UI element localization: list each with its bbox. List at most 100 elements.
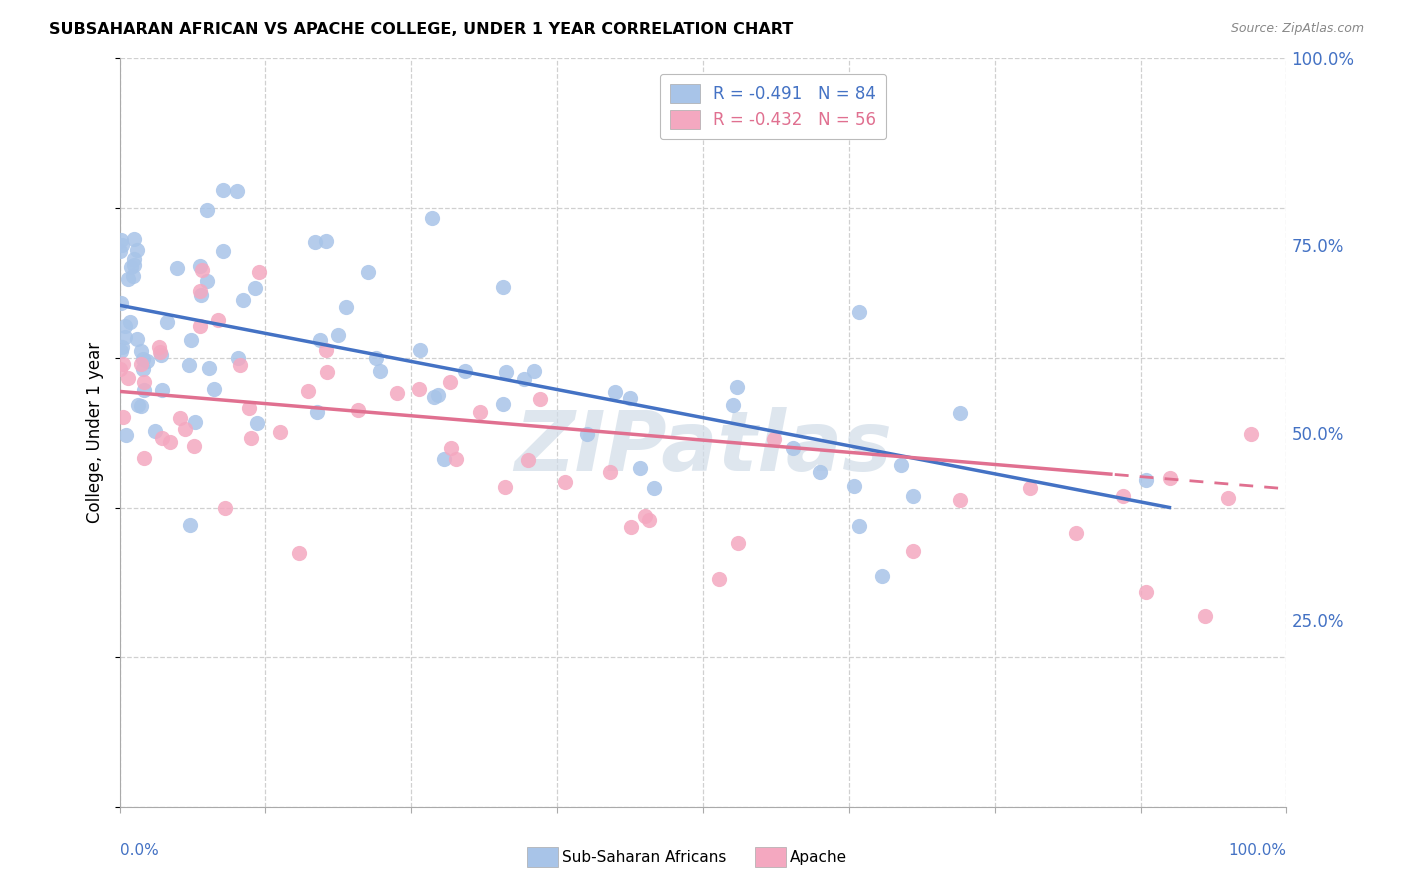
Point [356, 265, 378, 279]
Point [145, 424, 167, 438]
Point [364, 351, 387, 366]
Point [603, 385, 626, 400]
Point [127, 399, 149, 413]
Point [1135, 585, 1157, 599]
Point [1194, 609, 1216, 624]
Point [619, 392, 641, 406]
Point [131, 343, 153, 358]
Point [512, 371, 534, 385]
Point [529, 392, 551, 406]
Point [121, 268, 143, 283]
Point [335, 300, 357, 314]
Point [132, 375, 155, 389]
Point [114, 319, 136, 334]
Text: ZIPatlas: ZIPatlas [515, 407, 891, 488]
Point [122, 258, 145, 272]
Point [169, 411, 191, 425]
Point [188, 285, 211, 299]
Point [132, 451, 155, 466]
Point [1018, 481, 1040, 495]
Point [842, 479, 865, 493]
Point [870, 569, 893, 583]
Point [440, 442, 463, 456]
Point [150, 383, 173, 397]
Point [782, 442, 804, 456]
Point [304, 235, 326, 249]
Point [122, 252, 145, 266]
Point [468, 405, 491, 419]
Point [111, 410, 134, 425]
Point [1159, 471, 1181, 485]
Point [228, 351, 250, 366]
Point [1066, 526, 1088, 541]
Point [901, 544, 924, 558]
Point [202, 382, 225, 396]
Point [110, 233, 132, 247]
Point [180, 333, 202, 347]
Point [423, 390, 446, 404]
Point [131, 399, 153, 413]
Point [246, 416, 269, 430]
Point [239, 431, 262, 445]
Point [132, 352, 155, 367]
Point [148, 340, 170, 354]
Point [226, 185, 249, 199]
Point [197, 202, 219, 217]
Point [495, 366, 517, 380]
Point [108, 362, 131, 376]
Point [150, 348, 173, 362]
Point [808, 465, 831, 479]
Point [111, 340, 134, 354]
Point [309, 333, 332, 347]
Point [315, 343, 337, 357]
Y-axis label: College, Under 1 year: College, Under 1 year [86, 342, 104, 524]
Point [709, 572, 731, 586]
Point [409, 343, 432, 358]
Point [721, 399, 744, 413]
Point [125, 243, 148, 257]
Point [108, 244, 131, 258]
Point [131, 361, 153, 376]
Point [1240, 426, 1263, 441]
Point [1112, 489, 1135, 503]
Point [166, 260, 188, 275]
Point [949, 493, 972, 508]
Point [112, 357, 135, 371]
Point [439, 376, 461, 390]
Point [150, 431, 173, 445]
Point [326, 328, 349, 343]
Point [725, 379, 748, 393]
Point [408, 382, 430, 396]
Point [287, 546, 309, 560]
Text: 0.0%: 0.0% [120, 843, 159, 858]
Point [238, 401, 260, 415]
Point [762, 433, 785, 447]
Point [643, 481, 665, 495]
Point [117, 371, 139, 385]
Point [633, 508, 655, 523]
Point [190, 259, 212, 273]
Point [156, 315, 179, 329]
Point [110, 343, 132, 358]
Point [211, 183, 233, 197]
Point [117, 271, 139, 285]
Point [183, 416, 205, 430]
Point [247, 265, 270, 279]
Point [122, 231, 145, 245]
Text: Source: ZipAtlas.com: Source: ZipAtlas.com [1230, 22, 1364, 36]
Text: Apache: Apache [790, 850, 848, 864]
Point [134, 384, 156, 398]
Point [316, 365, 339, 379]
Point [890, 458, 912, 473]
Point [195, 274, 218, 288]
Point [297, 384, 319, 399]
Point [212, 244, 235, 259]
Point [492, 397, 515, 411]
Point [307, 405, 329, 419]
Point [179, 518, 201, 533]
Point [599, 465, 621, 479]
Point [245, 281, 267, 295]
Point [125, 332, 148, 346]
Point [269, 425, 291, 439]
Point [118, 315, 141, 329]
